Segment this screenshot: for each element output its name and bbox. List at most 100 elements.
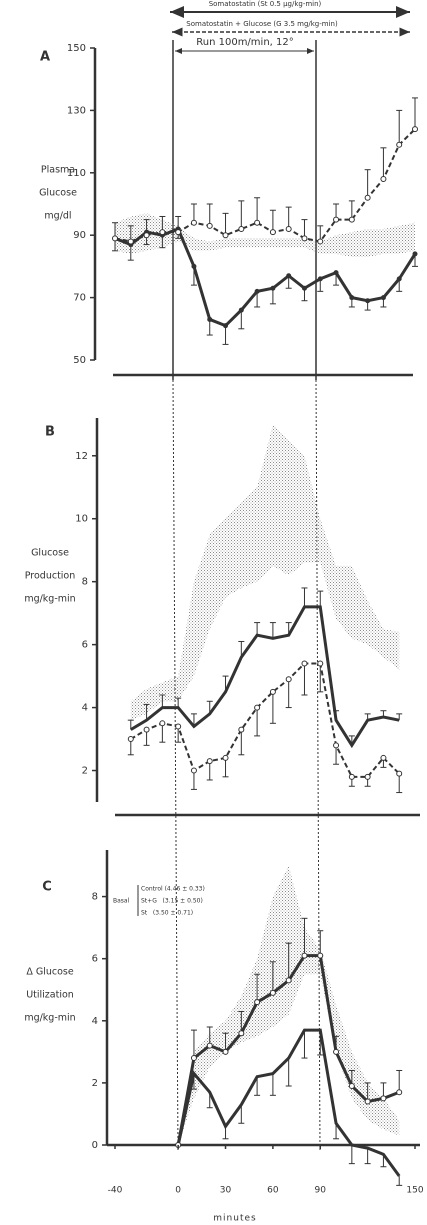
data-point [333,1048,340,1055]
data-point [285,977,292,984]
series-line [176,1028,401,1177]
y-axis-label: Plasma [41,165,75,176]
data-point [301,952,308,959]
series-line [130,605,400,749]
data-point [380,295,386,301]
data-point [333,216,340,223]
panel-label: C [42,880,52,895]
y-tick-label: 10 [75,514,88,525]
data-point [269,229,276,236]
header-text: Run 100m/min, 12° [196,37,294,48]
data-point [364,194,371,201]
data-point [190,767,197,774]
data-point [396,770,403,777]
control-band [130,424,400,721]
data-point [412,251,418,257]
data-point [159,720,166,727]
data-point [206,1042,213,1049]
data-point [207,316,213,322]
y-tick-label: 2 [92,1078,98,1089]
data-point [286,273,292,279]
data-point [380,1095,387,1102]
data-point [365,298,371,304]
data-point [254,704,261,711]
y-tick-label: 6 [82,640,88,651]
y-tick-label: 110 [67,168,86,179]
header-text: Somatostatin + Glucose (G 3.5 mg/kg-min) [186,20,338,28]
data-point [396,141,403,148]
control-band [115,213,415,258]
y-axis-label: Utilization [26,990,74,1001]
data-point [348,1083,355,1089]
y-tick-label: 12 [75,451,88,462]
data-point [190,1055,197,1062]
header-text: Somatostatin (St 0.5 µg/kg-min) [209,0,322,8]
y-tick-label: 150 [67,43,86,54]
data-point [254,288,260,294]
data-point [380,176,387,183]
data-point [238,307,244,313]
y-tick-label: 4 [82,703,88,714]
y-axis-label: mg/kg-min [24,594,75,605]
y-axis-label: mg/dl [44,211,71,222]
y-tick-label: 2 [82,766,88,777]
y-axis-label: Δ Glucose [26,967,74,978]
data-point [143,726,150,733]
data-point [349,295,355,301]
run-line [315,379,321,1151]
data-point [269,989,276,996]
data-point [269,688,276,695]
y-tick-label: 50 [73,355,86,366]
data-point [206,758,213,765]
data-point [317,276,323,282]
y-axis-label: mg/kg-min [24,1013,75,1024]
x-tick-label: 30 [220,1186,232,1196]
data-point [348,216,355,223]
y-axis-label: Glucose [39,188,77,199]
y-tick-label: 6 [92,954,98,965]
data-point [285,676,292,683]
data-point [364,1098,371,1105]
data-point [143,232,150,239]
y-tick-label: 8 [82,577,88,588]
data-point [238,726,245,733]
data-point [254,999,261,1006]
data-point [127,736,134,743]
y-tick-label: 70 [73,293,86,304]
x-tick-label: 0 [175,1186,181,1196]
data-point [301,660,308,667]
series-line [114,227,417,328]
y-axis-label: Production [25,571,76,582]
y-tick-label: 4 [92,1016,98,1027]
data-point [301,285,307,291]
legend-title: Basal [113,898,130,905]
x-axis-label: minutes [213,1214,256,1224]
y-tick-label: 8 [92,892,98,903]
data-point [396,276,402,282]
x-tick-label: 90 [315,1186,327,1196]
y-tick-label: 0 [92,1140,98,1151]
data-point [223,323,229,329]
data-point [222,232,229,239]
data-point [270,285,276,291]
x-tick-label: 60 [267,1186,279,1196]
data-point [317,660,324,667]
panel-label: A [40,50,50,65]
y-axis-label: Glucose [31,548,69,559]
legend-entry: St (3.50 ± 0.71) [141,910,193,917]
legend-entry: St+G (3.15 ± 0.50) [141,898,203,905]
data-point [412,126,418,133]
run-line [172,379,179,1151]
data-point [380,754,387,761]
x-tick-label: 150 [406,1186,423,1196]
data-point [127,238,134,245]
data-point [317,238,324,245]
data-point [301,235,308,242]
data-point [159,229,166,236]
data-point [396,1089,403,1096]
data-point [333,742,340,749]
data-point [238,225,245,232]
data-point [317,952,324,959]
data-point [190,219,197,226]
